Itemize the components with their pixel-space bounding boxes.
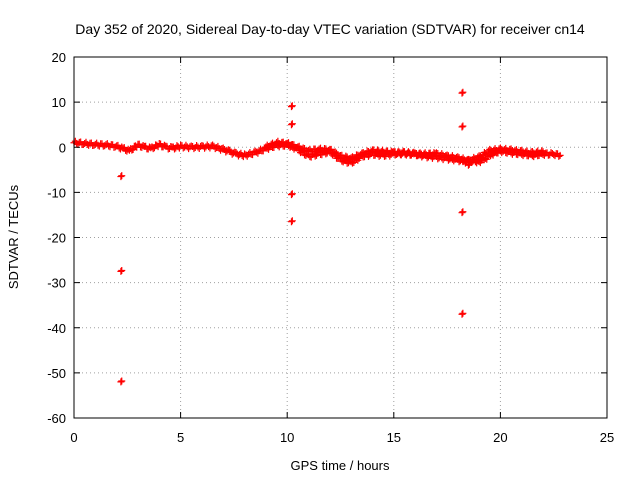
y-tick-label: -60	[47, 411, 66, 426]
data-point	[454, 153, 462, 161]
outlier-point	[464, 161, 472, 169]
x-tick-label: 20	[493, 430, 507, 445]
y-tick-label: -10	[47, 185, 66, 200]
x-tick-label: 25	[600, 430, 614, 445]
outlier-point	[288, 102, 296, 110]
y-tick-label: -50	[47, 366, 66, 381]
outlier-series	[117, 88, 473, 386]
data-point	[555, 152, 563, 160]
outlier-point	[459, 208, 467, 216]
y-tick-label: -40	[47, 321, 66, 336]
x-tick-label: 10	[280, 430, 294, 445]
data-point	[128, 146, 136, 154]
y-axis-label: SDTVAR / TECUs	[6, 184, 21, 289]
outlier-point	[117, 378, 125, 386]
secondary-band-series	[262, 137, 547, 166]
axis-ticks: -60 -50 -40 -30 -20 -10 0 10 20 0 5 10 15 20 25	[47, 50, 614, 445]
outlier-point	[287, 103, 295, 111]
data-point	[350, 155, 358, 163]
outlier-point	[118, 172, 126, 180]
outlier-point	[459, 309, 467, 317]
outlier-point	[118, 377, 126, 385]
outlier-point	[288, 120, 296, 128]
data-points	[70, 88, 564, 386]
data-point	[348, 159, 356, 167]
outlier-point	[465, 160, 473, 168]
y-tick-label: -30	[47, 276, 66, 291]
y-tick-label: -20	[47, 231, 66, 246]
outlier-point	[118, 266, 126, 274]
outlier-point	[458, 209, 466, 217]
outlier-point	[287, 191, 295, 199]
outlier-point	[287, 218, 295, 226]
x-tick-label: 15	[387, 430, 401, 445]
data-point	[149, 145, 157, 153]
outlier-point	[117, 173, 125, 181]
data-point	[226, 146, 234, 154]
data-point	[331, 148, 339, 156]
outlier-point	[117, 267, 125, 275]
outlier-point	[458, 123, 466, 131]
outlier-point	[458, 89, 466, 97]
y-tick-label: 0	[59, 140, 66, 155]
data-point	[483, 150, 491, 158]
outlier-point	[287, 121, 295, 129]
y-tick-label: 20	[52, 50, 66, 65]
data-point	[209, 141, 217, 149]
x-tick-label: 0	[70, 430, 77, 445]
outlier-point	[459, 122, 467, 130]
x-axis-label: GPS time / hours	[291, 458, 390, 473]
data-point	[327, 145, 335, 153]
y-tick-label: 10	[52, 95, 66, 110]
grid-lines	[74, 57, 607, 418]
outlier-point	[458, 310, 466, 318]
data-point	[219, 144, 227, 152]
outlier-point	[288, 217, 296, 225]
outlier-point	[288, 190, 296, 198]
outlier-point	[459, 88, 467, 96]
data-point	[556, 151, 564, 159]
x-tick-label: 5	[177, 430, 184, 445]
plot-frame	[73, 56, 608, 419]
chart-title: Day 352 of 2020, Sidereal Day-to-day VTE…	[75, 21, 585, 37]
data-point	[538, 147, 546, 155]
data-point	[129, 145, 137, 153]
data-point	[539, 148, 547, 156]
